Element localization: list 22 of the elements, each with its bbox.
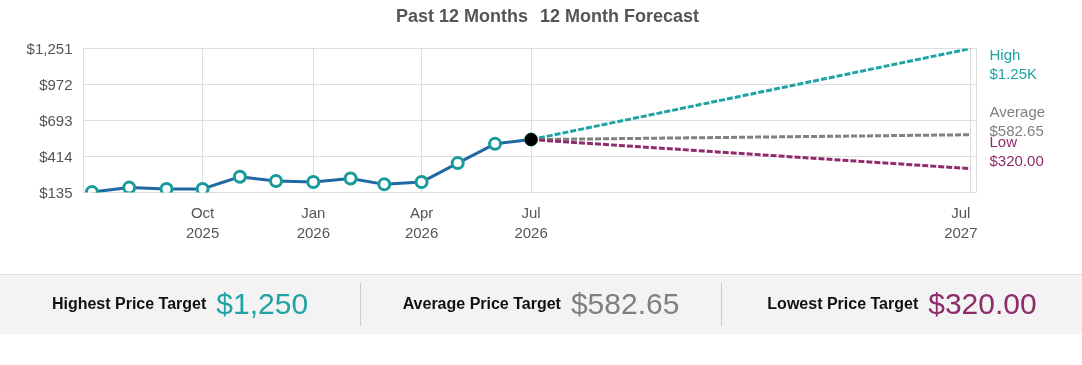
- y-tick-label: $414: [39, 148, 73, 165]
- series-label: High: [989, 46, 1021, 64]
- x-tick-label: Oct 2025: [185, 203, 220, 241]
- x-tick-label: Jan 2026: [296, 203, 331, 241]
- x-tick-label: Jul 2026: [514, 203, 548, 241]
- chart-title: Past 12 Months: [395, 5, 528, 28]
- text: Average Price Target: [402, 294, 561, 315]
- text: $320.00: [928, 286, 1037, 323]
- series-label: Average: [989, 102, 1046, 120]
- y-tick-label: $972: [39, 76, 73, 93]
- y-tick-label: $693: [39, 112, 73, 129]
- data-label: $1.25K: [989, 65, 1038, 83]
- chart-subtitle: 12 Month Forecast: [540, 5, 700, 28]
- text: $1,250: [216, 286, 309, 323]
- x-tick-label: Apr 2026: [404, 203, 439, 241]
- text: Lowest Price Target: [767, 294, 919, 315]
- y-tick-label: $1,251: [26, 40, 73, 57]
- x-tick-label: Jul 2027: [944, 203, 978, 241]
- data-label: $320.00: [989, 151, 1044, 169]
- y-tick-label: $135: [39, 184, 73, 201]
- text: $582.65: [570, 286, 680, 323]
- text: Highest Price Target: [51, 294, 207, 315]
